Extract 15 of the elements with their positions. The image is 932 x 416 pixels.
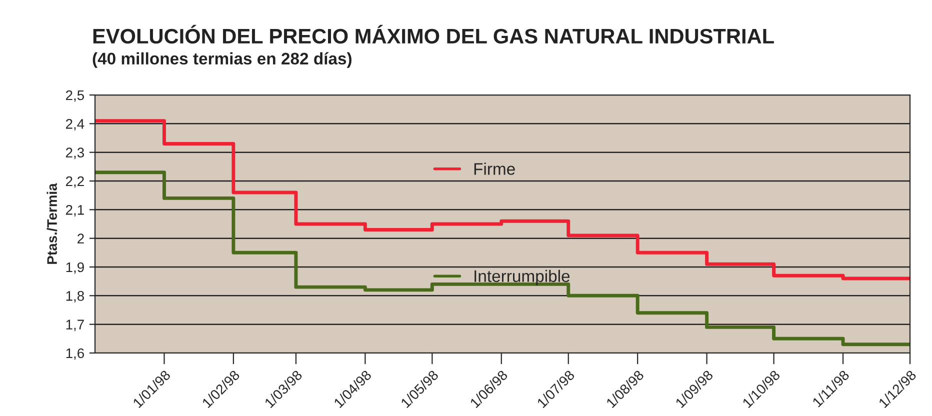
- legend-label: Interrumpible: [474, 270, 570, 286]
- y-tick-label: 2,3: [66, 148, 84, 160]
- y-tick-label: 2: [78, 234, 84, 244]
- y-tick-label: 2,5: [66, 90, 84, 102]
- y-tick-label: 2,4: [66, 119, 84, 130]
- y-tick-label: 1,6: [66, 348, 84, 360]
- y-axis-title: Ptas./Termia: [46, 183, 58, 264]
- y-tick-label: 1,8: [66, 291, 84, 302]
- y-tick-label: 1,9: [66, 262, 84, 274]
- y-tick-label: 2,1: [66, 205, 84, 216]
- legend-label: Firme: [474, 162, 515, 175]
- y-tick-label: 1,7: [66, 320, 84, 332]
- y-tick-label: 2,2: [66, 176, 84, 188]
- chart-title: EVOLUCIÓN DEL PRECIO MÁXIMO DEL GAS NATURAL INDUSTRIAL: [93, 24, 774, 44]
- chart-subtitle: (40 millones termias en 282 días): [92, 52, 352, 68]
